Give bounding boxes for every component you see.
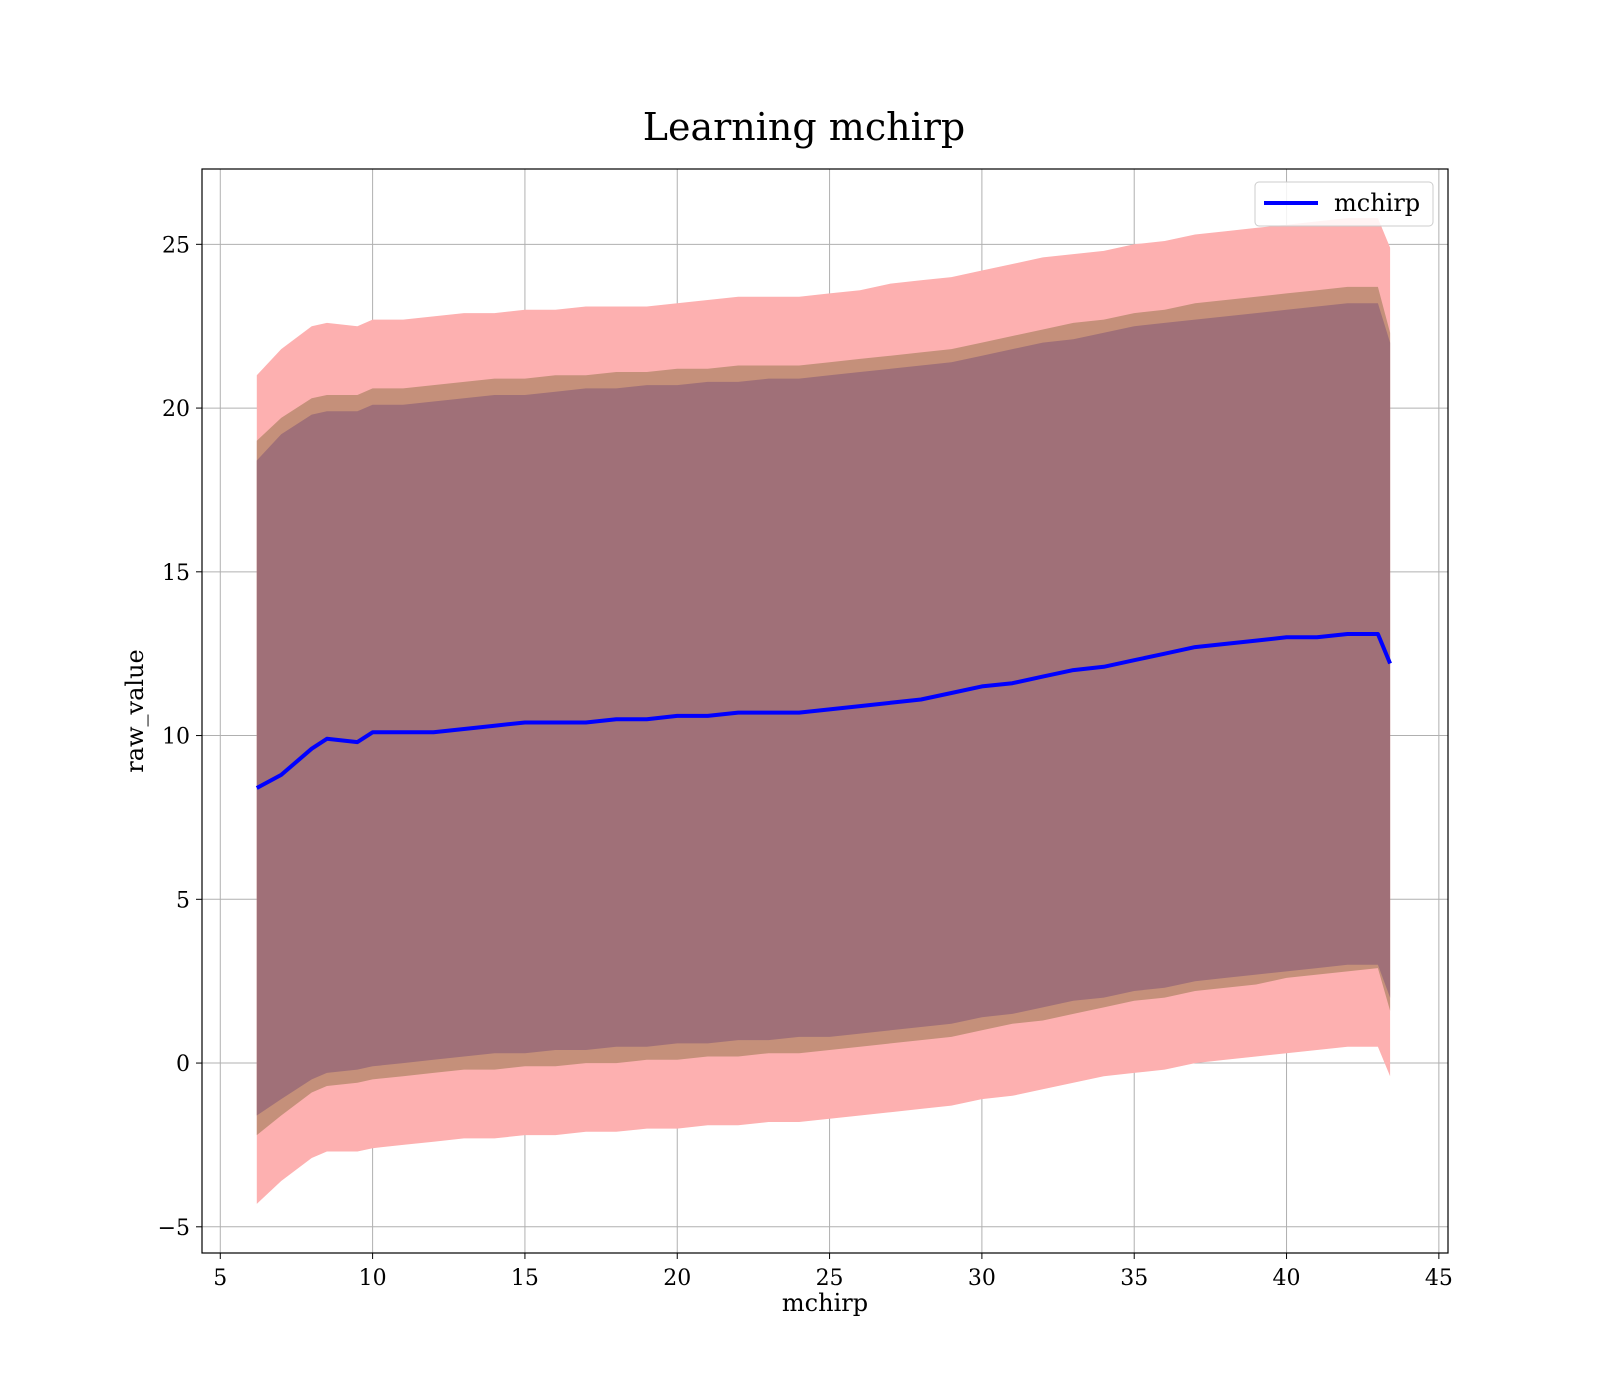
- y-tick-label-0: −5: [158, 1216, 190, 1241]
- x-tick-label-6: 35: [1120, 1266, 1148, 1291]
- y-tick-label-6: 25: [162, 233, 190, 258]
- x-tick-label-3: 20: [663, 1266, 691, 1291]
- legend-label: mchirp: [1334, 189, 1420, 217]
- y-tick-label-1: 0: [176, 1052, 190, 1077]
- y-tick-label-5: 20: [162, 397, 190, 422]
- x-tick-label-5: 30: [968, 1266, 996, 1291]
- y-axis-ticks: −5 0 5 10 15 20 25: [158, 233, 202, 1241]
- y-tick-label-4: 15: [162, 561, 190, 586]
- y-tick-label-3: 10: [162, 725, 190, 750]
- x-tick-label-0: 5: [213, 1266, 227, 1291]
- x-axis-ticks: 5 10 15 20 25 30 35 40 45: [213, 1253, 1453, 1291]
- x-tick-label-7: 40: [1273, 1266, 1301, 1291]
- x-tick-label-1: 10: [359, 1266, 387, 1291]
- x-tick-label-2: 15: [511, 1266, 539, 1291]
- series-lines: [255, 632, 1392, 790]
- series-line-0: [255, 632, 1392, 790]
- y-tick-label-2: 5: [176, 888, 190, 913]
- x-tick-label-8: 45: [1425, 1266, 1453, 1291]
- y-axis-label: raw_value: [121, 649, 149, 773]
- legend-box: [1254, 181, 1434, 227]
- plot-frame: [201, 168, 1449, 1254]
- legend: mchirp: [1254, 181, 1434, 227]
- x-tick-label-4: 25: [816, 1266, 844, 1291]
- x-axis-label: mchirp: [782, 1289, 868, 1317]
- chart-title: Learning mchirp: [643, 105, 965, 149]
